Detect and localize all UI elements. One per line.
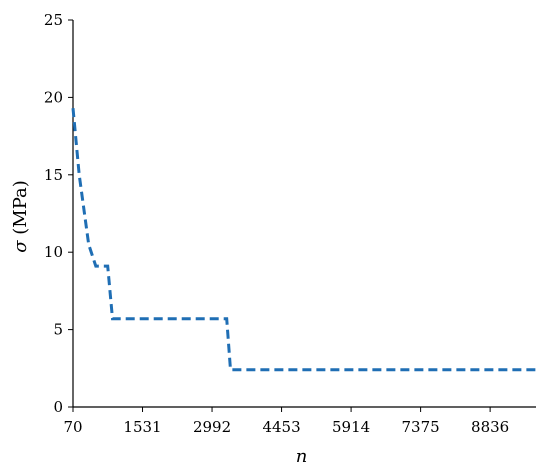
x-tick-label: 2992: [193, 418, 231, 436]
x-tick-label: 70: [63, 418, 82, 436]
series-group: [71, 108, 536, 372]
y-tick-label: 10: [44, 243, 63, 261]
y-axis-label: σ (MPa): [10, 180, 31, 253]
x-axis-label: n: [296, 446, 308, 467]
y-tick-label: 20: [44, 88, 63, 106]
x-ticks: 70 1531 2992 4453 5914 7375 8836: [63, 407, 509, 436]
x-tick-label: 1531: [123, 418, 161, 436]
series-line: [71, 108, 536, 372]
y-tick-label: 5: [53, 321, 63, 339]
y-ticks: 0 5 10 15 20 25: [44, 11, 73, 416]
y-tick-label: 15: [44, 166, 63, 184]
x-tick-label: 8836: [471, 418, 509, 436]
x-tick-label: 4453: [262, 418, 300, 436]
x-tick-label: 5914: [332, 418, 370, 436]
y-axis-symbol: σ: [10, 240, 31, 253]
y-axis-unit: (MPa): [10, 180, 31, 240]
x-tick-label: 7375: [402, 418, 440, 436]
y-tick-label: 25: [44, 11, 63, 29]
y-tick-label: 0: [53, 398, 63, 416]
